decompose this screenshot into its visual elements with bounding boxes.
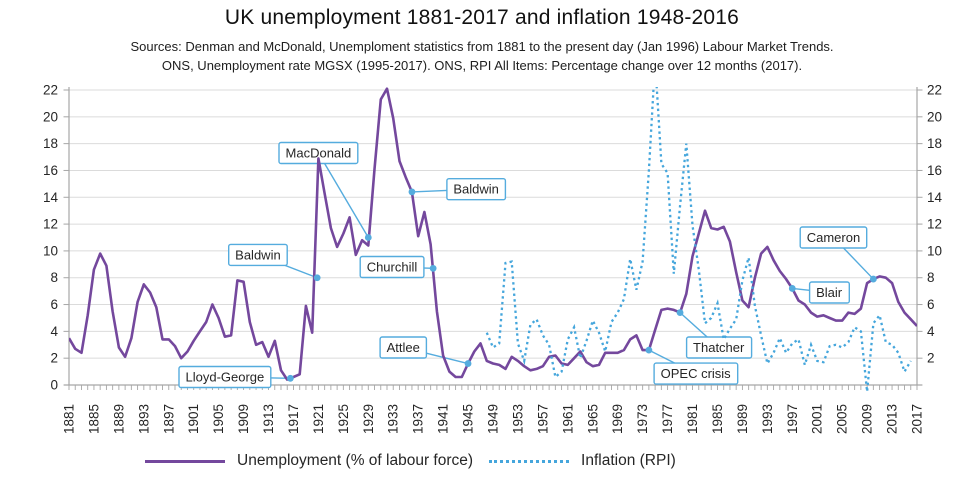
legend-item-unemployment: Unemployment (% of labour force) — [145, 452, 473, 470]
svg-text:14: 14 — [43, 190, 59, 205]
svg-text:Thatcher: Thatcher — [693, 340, 745, 355]
svg-text:2005: 2005 — [835, 404, 850, 434]
legend-item-inflation: Inflation (RPI) — [489, 452, 676, 470]
svg-text:1905: 1905 — [211, 404, 226, 434]
svg-text:8: 8 — [927, 270, 935, 285]
svg-text:1989: 1989 — [735, 404, 750, 434]
gridlines — [69, 89, 917, 359]
svg-text:2009: 2009 — [860, 404, 875, 434]
svg-text:Lloyd-George: Lloyd-George — [185, 369, 264, 384]
svg-text:1913: 1913 — [261, 404, 276, 434]
svg-text:4: 4 — [927, 324, 935, 339]
svg-text:4: 4 — [50, 324, 58, 339]
svg-text:8: 8 — [50, 270, 58, 285]
source-note-line2: ONS, Unemployment rate MGSX (1995-2017).… — [161, 58, 803, 73]
annotation-blair: Blair — [808, 281, 850, 304]
svg-text:18: 18 — [43, 136, 58, 151]
svg-text:1945: 1945 — [461, 404, 476, 434]
svg-text:Baldwin: Baldwin — [453, 182, 499, 197]
svg-text:2017: 2017 — [910, 404, 925, 434]
svg-text:16: 16 — [927, 163, 942, 178]
svg-text:6: 6 — [50, 297, 58, 312]
svg-text:1981: 1981 — [685, 404, 700, 434]
svg-text:20: 20 — [43, 109, 58, 124]
svg-text:16: 16 — [43, 163, 58, 178]
svg-text:2: 2 — [927, 351, 935, 366]
svg-text:0: 0 — [50, 378, 58, 393]
svg-text:18: 18 — [927, 136, 942, 151]
svg-text:Churchill: Churchill — [367, 260, 418, 275]
svg-text:1953: 1953 — [510, 404, 525, 434]
svg-text:2001: 2001 — [810, 404, 825, 434]
svg-text:1949: 1949 — [486, 404, 501, 434]
annotation-thatcher: Thatcher — [685, 336, 753, 359]
svg-text:10: 10 — [43, 243, 58, 258]
svg-text:1973: 1973 — [635, 404, 650, 434]
inflation-line — [485, 87, 912, 392]
svg-text:1881: 1881 — [62, 404, 77, 434]
svg-text:1965: 1965 — [585, 404, 600, 434]
annotation-points — [286, 188, 877, 382]
svg-text:1909: 1909 — [236, 404, 251, 434]
svg-text:2013: 2013 — [885, 404, 900, 434]
svg-text:1929: 1929 — [361, 404, 376, 434]
svg-text:Cameron: Cameron — [807, 230, 860, 245]
svg-text:MacDonald: MacDonald — [286, 146, 352, 161]
svg-text:Blair: Blair — [816, 285, 843, 300]
svg-text:1921: 1921 — [311, 404, 326, 434]
svg-text:OPEC crisis: OPEC crisis — [661, 366, 732, 381]
svg-text:1893: 1893 — [136, 404, 151, 434]
line-chart: 0246810121416182022246810121416182022188… — [43, 83, 943, 435]
svg-text:Attlee: Attlee — [387, 340, 420, 355]
svg-text:1917: 1917 — [286, 404, 301, 434]
svg-text:1897: 1897 — [161, 404, 176, 434]
annotation-cameron: Cameron — [799, 226, 868, 249]
annotation-churchill: Churchill — [359, 255, 425, 279]
annotation-attlee: Attlee — [379, 336, 428, 359]
inflation-line-swatch — [489, 459, 570, 463]
chart-legend: Unemployment (% of labour force) Inflati… — [145, 452, 676, 470]
svg-text:1889: 1889 — [111, 404, 126, 434]
annotation-opec-crisis: OPEC crisis — [653, 362, 739, 385]
source-note-line1: Sources: Denman and McDonald, Unemplomen… — [130, 39, 834, 54]
unemployment-line-swatch — [145, 459, 225, 463]
svg-text:1937: 1937 — [411, 404, 426, 434]
svg-text:1977: 1977 — [660, 404, 675, 434]
svg-text:1941: 1941 — [436, 404, 451, 434]
svg-text:1925: 1925 — [336, 404, 351, 434]
annotation-baldwin: Baldwin — [227, 243, 288, 267]
svg-text:1957: 1957 — [535, 404, 550, 434]
svg-text:12: 12 — [43, 217, 58, 232]
axis-tick-labels: 0246810121416182022246810121416182022188… — [43, 83, 943, 435]
chart-title: UK unemployment 1881-2017 and inflation … — [224, 6, 740, 29]
svg-text:1969: 1969 — [610, 404, 625, 434]
legend-label-unemployment: Unemployment (% of labour force) — [237, 452, 474, 469]
svg-text:1901: 1901 — [186, 404, 201, 434]
svg-text:1961: 1961 — [560, 404, 575, 434]
annotation-lloyd-george: Lloyd-George — [178, 365, 272, 389]
svg-text:1985: 1985 — [710, 404, 725, 434]
svg-text:12: 12 — [927, 217, 942, 232]
annotation-baldwin: Baldwin — [446, 177, 507, 201]
svg-text:14: 14 — [927, 190, 943, 205]
svg-text:1997: 1997 — [785, 404, 800, 434]
svg-text:1933: 1933 — [386, 404, 401, 434]
svg-text:1993: 1993 — [760, 404, 775, 434]
legend-label-inflation: Inflation (RPI) — [581, 452, 676, 469]
svg-text:2: 2 — [50, 351, 58, 366]
svg-text:10: 10 — [927, 243, 942, 258]
svg-text:6: 6 — [927, 297, 935, 312]
svg-text:20: 20 — [927, 109, 942, 124]
svg-text:1885: 1885 — [86, 404, 101, 434]
svg-text:22: 22 — [43, 83, 58, 98]
svg-text:Baldwin: Baldwin — [235, 247, 281, 262]
svg-text:22: 22 — [927, 83, 942, 98]
unemployment-line — [69, 87, 917, 381]
annotation-boxes: Lloyd-George Baldwin MacDonald Churchill Bal… — [178, 141, 868, 389]
